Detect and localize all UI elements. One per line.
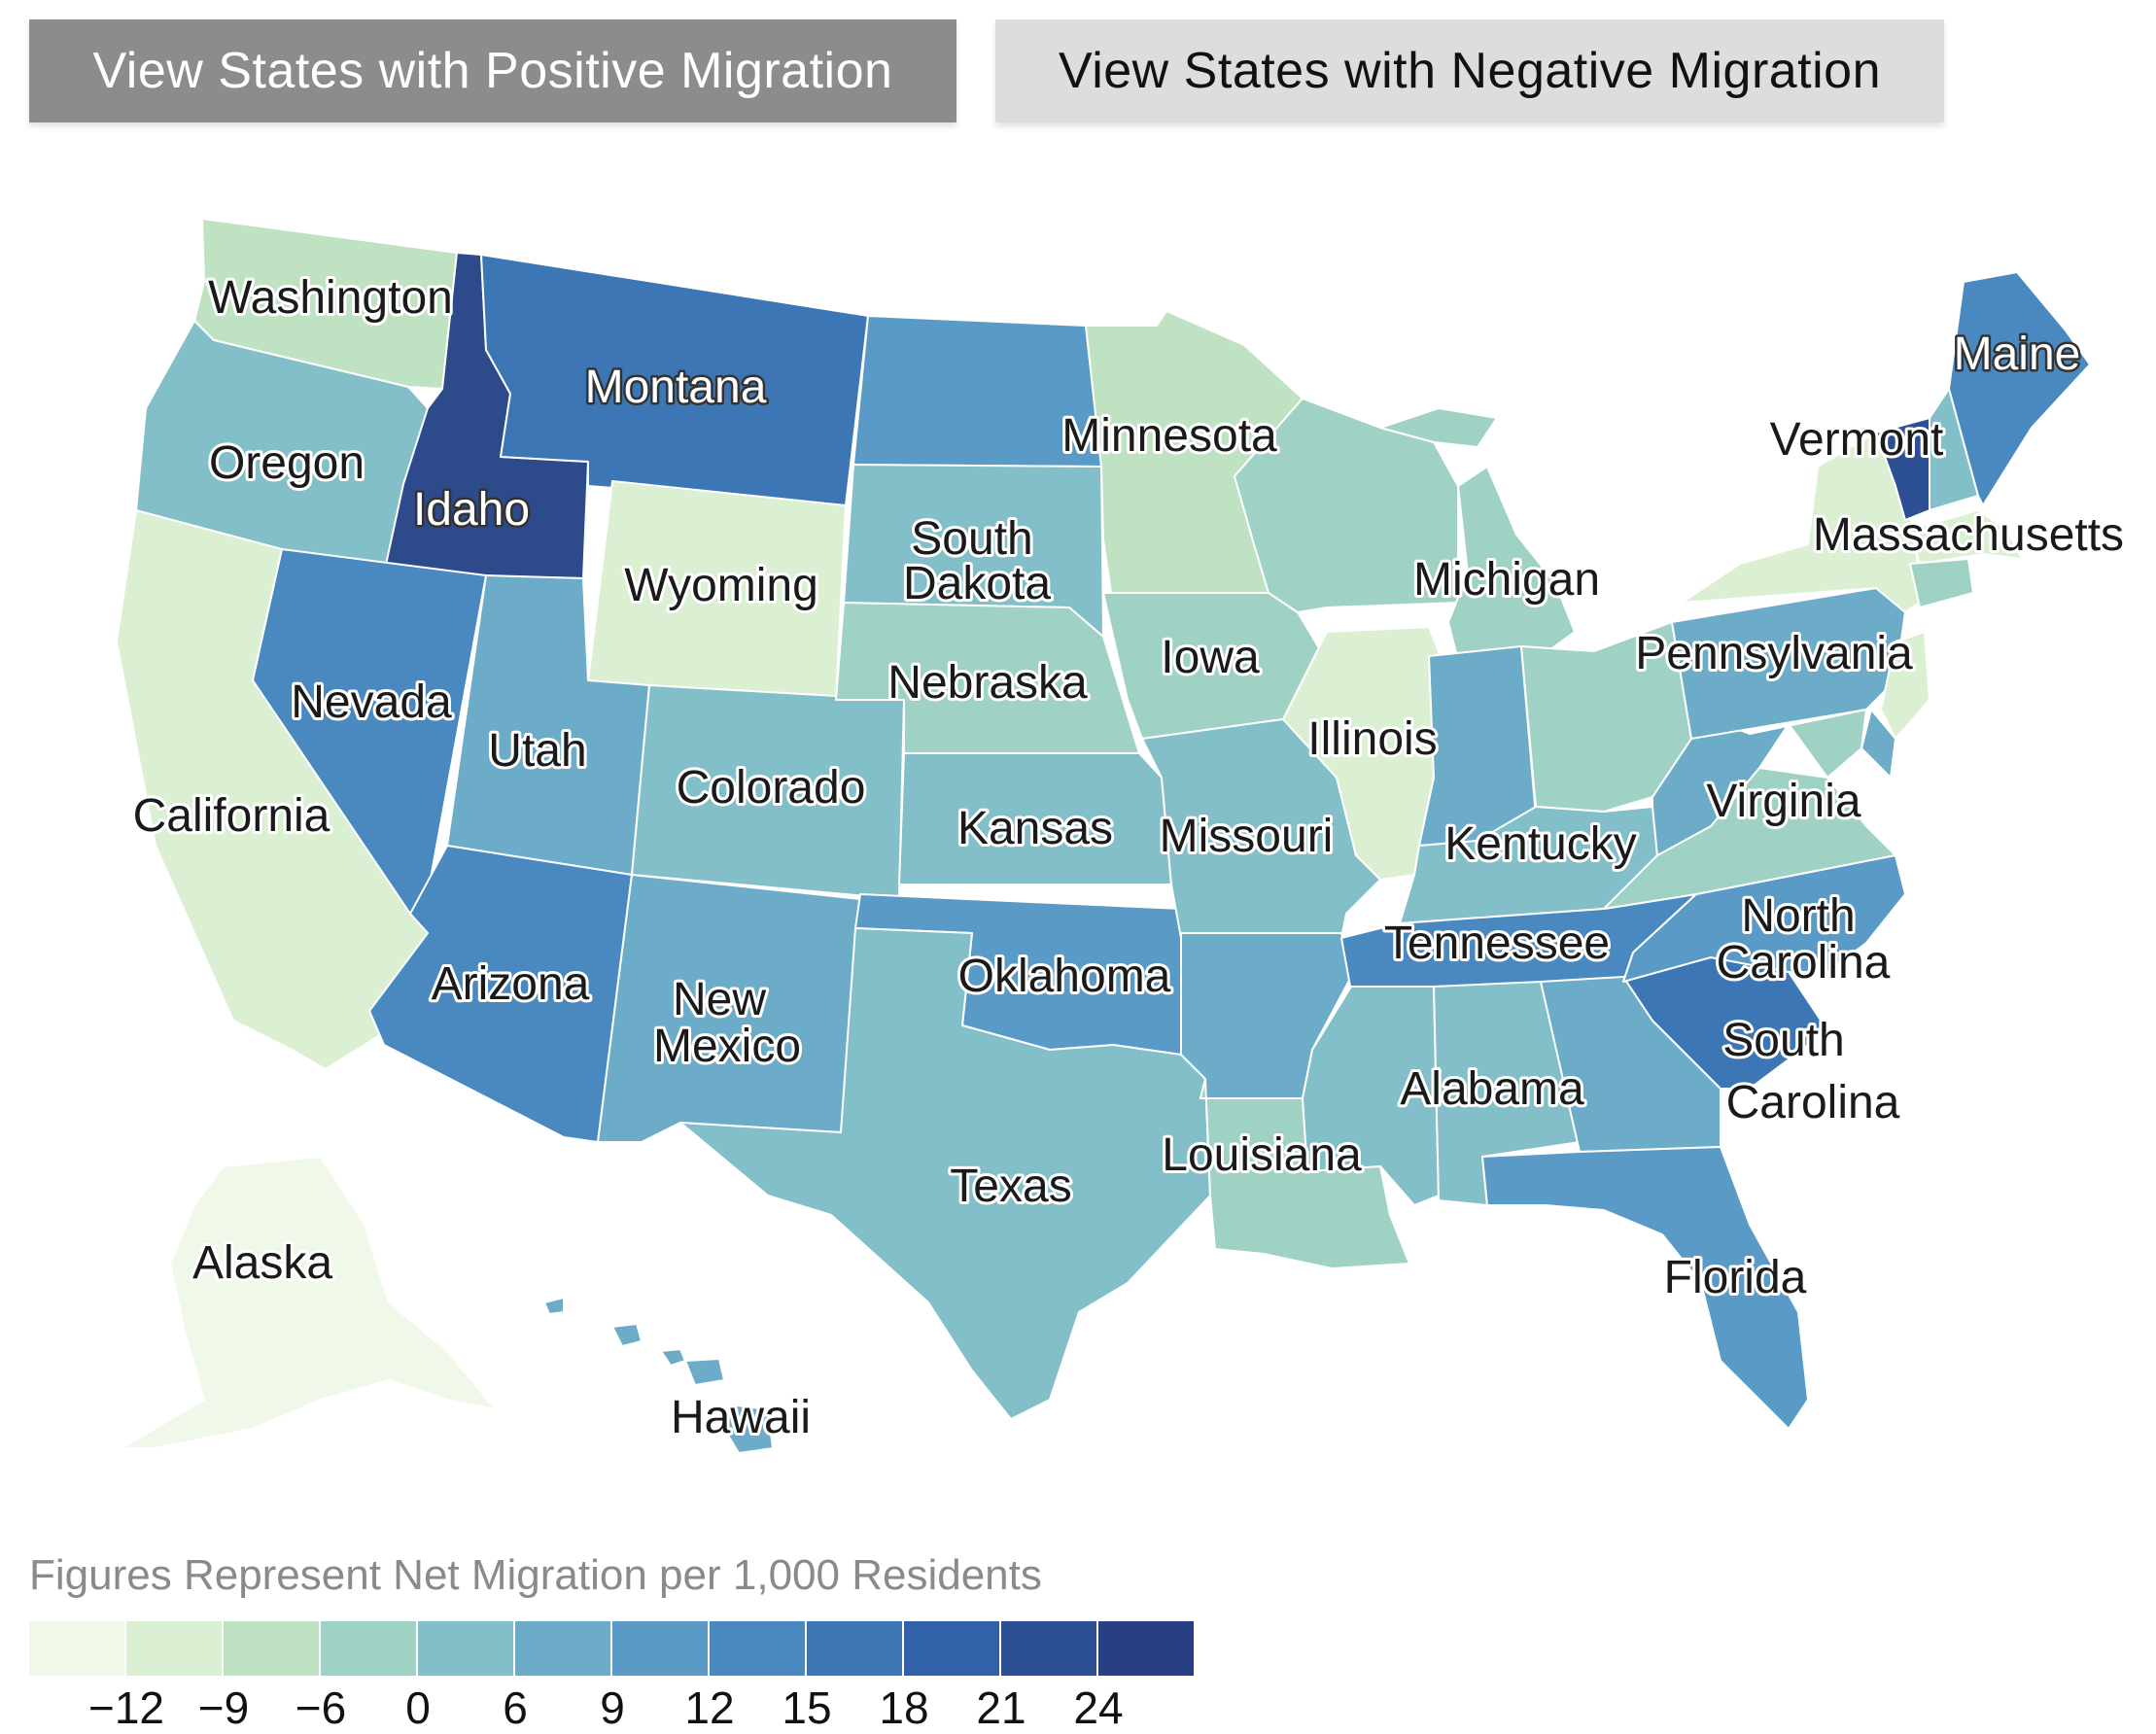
state-vermont[interactable] <box>1875 417 1930 521</box>
label-california: California <box>133 790 330 842</box>
label-colorado: Colorado <box>677 762 866 814</box>
label-idaho: Idaho <box>413 484 530 536</box>
label-north-carolina-line1: North <box>1741 890 1855 942</box>
label-new-mexico-line1: New <box>673 974 766 1025</box>
legend-swatch <box>904 1621 999 1676</box>
label-vermont: Vermont <box>1770 414 1944 466</box>
legend-swatch <box>1098 1621 1194 1676</box>
state-alaska[interactable] <box>121 1156 497 1449</box>
legend-tick-label: 6 <box>503 1682 528 1733</box>
state-new-jersey[interactable] <box>1880 631 1930 740</box>
legend-tick-label: 0 <box>405 1682 431 1733</box>
label-utah: Utah <box>488 725 586 777</box>
legend-tick-label: −9 <box>197 1682 250 1733</box>
legend-title: Figures Represent Net Migration per 1,00… <box>29 1551 1042 1599</box>
legend-swatch <box>418 1621 513 1676</box>
label-washington: Washington <box>208 272 453 324</box>
legend-tick-label: 12 <box>684 1682 735 1733</box>
legend-tick-label: 24 <box>1073 1682 1124 1733</box>
color-legend <box>29 1621 1196 1676</box>
label-kentucky: Kentucky <box>1444 818 1636 870</box>
label-maine: Maine <box>1954 329 2081 380</box>
label-virginia: Virginia <box>1706 776 1861 827</box>
label-alabama: Alabama <box>1400 1063 1584 1115</box>
state-illinois[interactable] <box>1282 626 1440 881</box>
label-iowa: Iowa <box>1161 632 1260 683</box>
label-oklahoma: Oklahoma <box>958 951 1171 1002</box>
label-florida: Florida <box>1664 1252 1807 1303</box>
legend-swatch <box>612 1621 708 1676</box>
label-south-carolina-line1: South <box>1722 1015 1844 1066</box>
label-nevada: Nevada <box>291 676 452 728</box>
label-alaska: Alaska <box>192 1237 332 1289</box>
state-connecticut[interactable] <box>1909 558 1974 608</box>
label-minnesota: Minnesota <box>1061 410 1277 462</box>
label-hawaii: Hawaii <box>671 1392 811 1443</box>
label-massachusetts: Massachusetts <box>1813 509 2124 561</box>
label-tennessee: Tennessee <box>1384 918 1610 969</box>
legend-swatch <box>515 1621 610 1676</box>
label-wyoming: Wyoming <box>624 560 818 611</box>
label-nebraska: Nebraska <box>887 657 1088 709</box>
label-south-dakota-line2: Dakota <box>903 558 1051 609</box>
legend-swatch <box>321 1621 416 1676</box>
label-north-carolina-line2: Carolina <box>1717 937 1891 988</box>
label-illinois: Illinois <box>1307 713 1437 765</box>
label-oregon: Oregon <box>209 437 365 489</box>
label-south-dakota-line1: South <box>911 513 1032 565</box>
legend-tick-label: −12 <box>87 1682 165 1733</box>
label-new-mexico-line2: Mexico <box>653 1021 801 1072</box>
legend-tick-label: 18 <box>879 1682 929 1733</box>
legend-swatch <box>710 1621 805 1676</box>
legend-swatch <box>224 1621 319 1676</box>
label-kansas: Kansas <box>957 803 1113 854</box>
state-delaware[interactable] <box>1860 709 1896 779</box>
legend-tick-label: 15 <box>782 1682 832 1733</box>
label-south-carolina-line2: Carolina <box>1726 1077 1900 1128</box>
label-louisiana: Louisiana <box>1162 1129 1362 1181</box>
label-arizona: Arizona <box>432 958 590 1010</box>
legend-tick-label: 21 <box>976 1682 1026 1733</box>
legend-swatch <box>126 1621 222 1676</box>
legend-tick-label: −6 <box>295 1682 347 1733</box>
view-positive-migration-button[interactable]: View States with Positive Migration <box>29 19 956 122</box>
state-hawaii[interactable] <box>543 1297 774 1454</box>
state-maryland[interactable] <box>1749 709 1867 779</box>
label-pennsylvania: Pennsylvania <box>1635 628 1913 679</box>
label-michigan: Michigan <box>1413 554 1600 606</box>
legend-tick-label: 9 <box>600 1682 625 1733</box>
us-migration-map: Washington Oregon California Idaho Nevad… <box>117 219 2125 1454</box>
state-florida[interactable] <box>1481 1146 1809 1430</box>
label-texas: Texas <box>950 1161 1071 1212</box>
legend-swatch <box>29 1621 124 1676</box>
label-montana: Montana <box>585 362 767 413</box>
state-maine[interactable] <box>1948 271 2091 506</box>
state-texas[interactable] <box>679 927 1211 1420</box>
view-negative-migration-button[interactable]: View States with Negative Migration <box>995 19 1944 122</box>
legend-swatch <box>807 1621 902 1676</box>
legend-swatch <box>1001 1621 1096 1676</box>
state-montana[interactable] <box>480 254 869 506</box>
legend-ticks: −12 −9 −6 0 6 9 12 15 18 21 24 <box>29 1682 1196 1734</box>
label-missouri: Missouri <box>1160 811 1334 862</box>
